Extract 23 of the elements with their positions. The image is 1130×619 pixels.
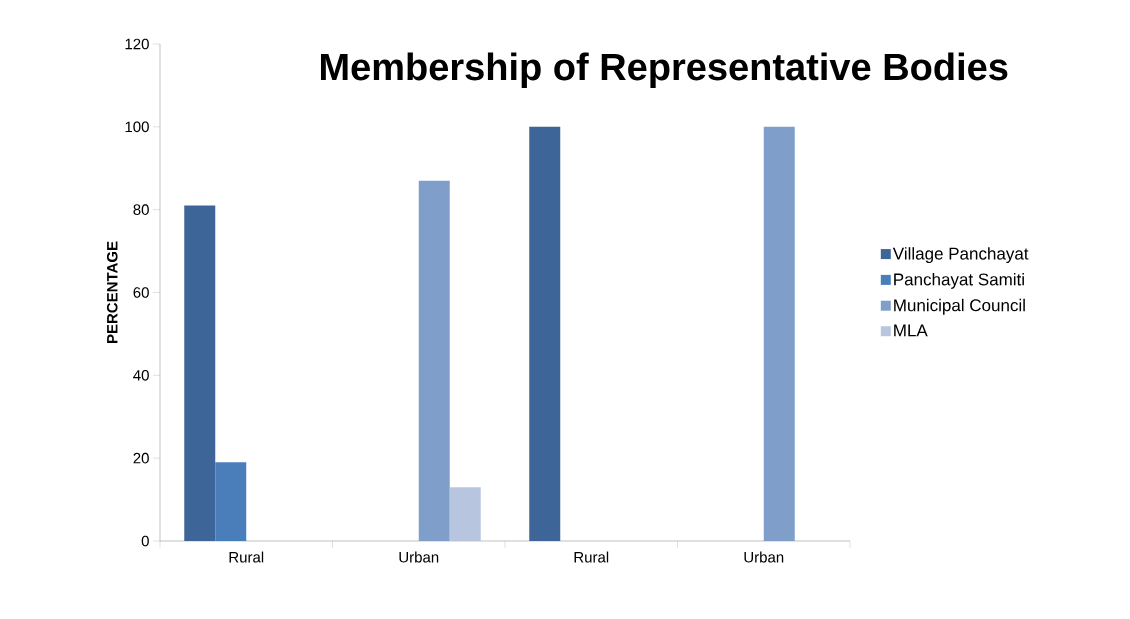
legend-label: Village Panchayat bbox=[892, 247, 1029, 264]
y-tick-label: 0 bbox=[141, 535, 149, 547]
bar bbox=[763, 126, 795, 541]
bar bbox=[215, 462, 247, 541]
chart-title: Membership of Representative Bodies bbox=[320, 52, 1008, 88]
legend-label: Panchayat Samiti bbox=[894, 273, 1024, 289]
legend-label: MLA bbox=[894, 324, 928, 337]
x-tick-label: Urban bbox=[744, 551, 784, 563]
y-tick-label: 100 bbox=[125, 121, 149, 133]
y-axis-title: PERCENTAGE bbox=[106, 241, 118, 344]
y-tick-label: 120 bbox=[125, 38, 149, 50]
y-tick-label: 60 bbox=[133, 287, 149, 298]
x-tick-label: Rural bbox=[229, 551, 264, 563]
x-tick-label: Rural bbox=[574, 551, 609, 563]
y-tick-label: 20 bbox=[133, 452, 149, 464]
legend-label: Municipal Council bbox=[894, 298, 1025, 315]
y-tick-label: 80 bbox=[133, 204, 149, 215]
bar bbox=[529, 126, 561, 541]
y-tick-label: 40 bbox=[133, 370, 149, 381]
bar bbox=[184, 205, 216, 541]
x-tick-label: Urban bbox=[399, 551, 439, 563]
bar bbox=[418, 180, 450, 541]
bar bbox=[449, 487, 481, 541]
